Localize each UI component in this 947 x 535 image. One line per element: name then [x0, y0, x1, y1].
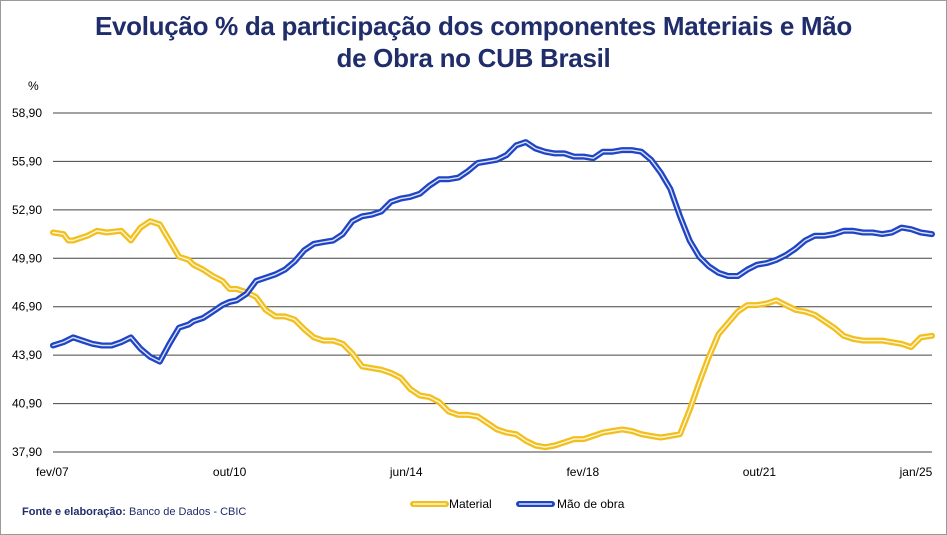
y-tick-label: 52,90: [12, 203, 42, 217]
y-tick-label: 55,90: [12, 154, 42, 168]
legend: Material Mão de obra: [410, 497, 625, 511]
source-value: Banco de Dados - CBIC: [128, 506, 247, 518]
y-tick-label: 37,90: [12, 445, 42, 459]
source-note: Fonte e elaboração: Banco de Dados - CBI…: [22, 506, 246, 518]
series-lines: [50, 139, 935, 451]
chart-title-line-2: de Obra no CUB Brasil: [336, 43, 611, 73]
x-axis-ticks: fev/07 out/10 jun/14 fev/18 out/21 jan/25: [36, 465, 933, 479]
x-tick-label: fev/07: [36, 465, 69, 479]
series-line-highlight: [52, 141, 933, 363]
legend-item: Material: [410, 497, 492, 511]
x-tick-label: jan/25: [899, 465, 933, 479]
x-tick-label: out/10: [213, 465, 247, 479]
source-label: Fonte e elaboração:: [22, 506, 126, 518]
chart-title-line-1: Evolução % da participação dos component…: [94, 11, 853, 41]
y-tick-label: 49,90: [12, 251, 42, 265]
gridlines: [53, 112, 932, 453]
y-tick-label: 43,90: [12, 348, 42, 362]
x-tick-label: jun/14: [389, 465, 423, 479]
y-tick-label: 40,90: [12, 397, 42, 411]
series-material: [50, 218, 935, 451]
y-tick-label: 58,90: [12, 106, 42, 120]
y-tick-label: 46,90: [12, 300, 42, 314]
x-tick-label: fev/18: [566, 465, 599, 479]
legend-label: Material: [449, 497, 492, 511]
y-axis-ticks: 58,90 55,90 52,90 49,90 46,90 43,90 40,90 37,90: [12, 106, 42, 459]
x-tick-label: out/21: [743, 465, 777, 479]
y-axis-label: %: [28, 79, 39, 93]
series-line-highlight: [52, 220, 933, 448]
series-line: [50, 139, 935, 365]
chart-title: Evolução % da participação dos component…: [0, 10, 947, 74]
series-mao-de-obra: [50, 139, 935, 365]
legend-label: Mão de obra: [557, 497, 625, 511]
series-line: [50, 218, 935, 451]
legend-item: Mão de obra: [516, 497, 625, 511]
